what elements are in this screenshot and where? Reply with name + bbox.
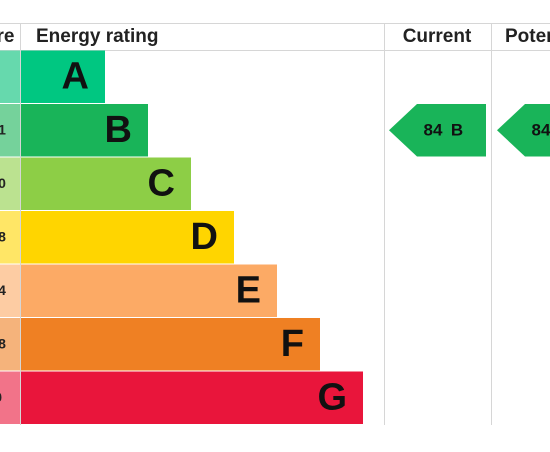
score-cell [0,371,20,424]
score-range: 21-38 [0,335,6,351]
score-range: 81-91 [0,121,6,137]
rating-bar [21,211,234,264]
rating-letter: D [191,216,218,258]
header-current: Current [403,26,472,47]
rating-letter: B [105,109,132,151]
score-cell [0,157,20,210]
potential-arrow [497,104,550,157]
score-range: 55-68 [0,228,6,244]
score-cell [0,104,20,157]
current-rating: B [451,121,463,140]
rating-letter: A [62,55,89,97]
rating-bar [21,104,148,157]
rating-letter: F [281,323,304,365]
potential-score: 84 [532,121,550,140]
rating-bar [21,50,105,103]
rating-letter: E [236,269,261,311]
score-range: 1-20 [0,389,2,405]
rating-bar [21,371,363,424]
score-cell [0,50,20,103]
score-range: 39-54 [0,282,6,298]
rating-bar [21,318,320,371]
header-score: Score [0,26,14,47]
score-cell [0,211,20,264]
score-cell [0,318,20,371]
header-rating: Energy rating [36,26,158,47]
score-cell [0,264,20,317]
current-arrow [389,104,486,157]
header-potential: Potential [505,26,550,47]
current-score: 84 [424,121,443,140]
score-range: 69-80 [0,175,6,191]
rating-letter: G [317,376,347,418]
rating-bar [21,264,277,317]
rating-bar [21,157,191,210]
rating-letter: C [148,162,175,204]
